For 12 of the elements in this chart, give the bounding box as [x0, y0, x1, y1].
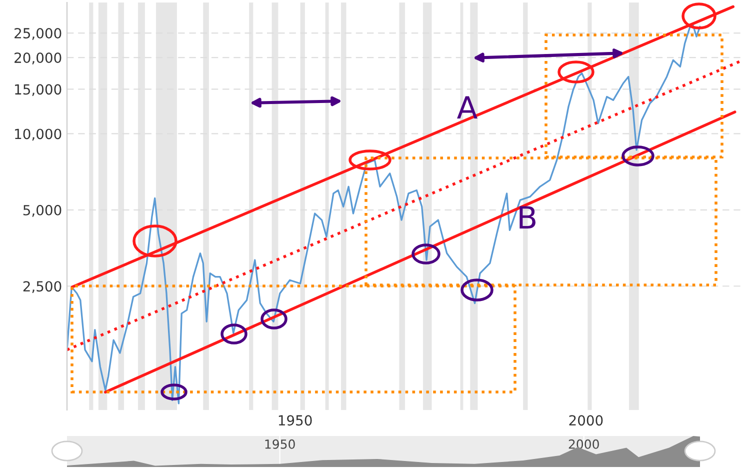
x-tick-label: 1950 [278, 415, 312, 426]
x-tick-label: 2000 [568, 439, 599, 449]
y-tick-label: 10,000 [15, 128, 62, 141]
x-tick-label: 2000 [569, 415, 603, 426]
annotation: B [520, 206, 536, 228]
y-tick-label: 15,000 [15, 84, 62, 96]
annotation: A [457, 96, 478, 119]
y-tick-label: 20,000 [14, 52, 62, 64]
x-tick-label: 1950 [265, 439, 295, 449]
y-tick-label: 5,000 [23, 204, 62, 217]
y-tick-label: 2,500 [23, 281, 62, 294]
y-tick-label: 25,000 [14, 28, 62, 40]
